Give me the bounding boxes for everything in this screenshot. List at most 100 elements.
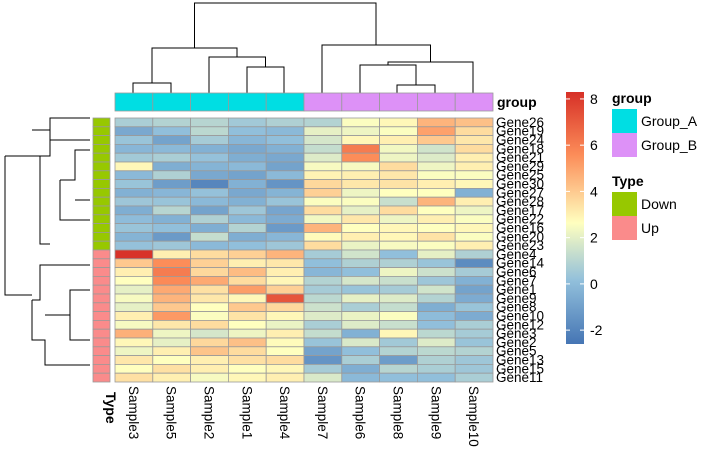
column-dendrogram — [132, 2, 474, 93]
heatmap-cell-Gene14-Sample3 — [114, 258, 154, 268]
row-annotation-cell-Gene25 — [92, 170, 111, 181]
heatmap-cell-Gene21-Sample4 — [265, 152, 305, 163]
row-label: Gene20 — [496, 229, 544, 244]
heatmap-cell-Gene5-Sample1 — [227, 346, 267, 356]
heatmap-cell-Gene8-Sample6 — [341, 302, 380, 312]
column-label: Sample1 — [239, 386, 254, 439]
heatmap-cell-Gene9-Sample7 — [303, 293, 343, 304]
heatmap-cell-Gene16-Sample6 — [341, 223, 380, 233]
heatmap-cell-Gene13-Sample2 — [190, 355, 229, 365]
heatmap-cell-Gene17-Sample3 — [114, 205, 154, 216]
heatmap-cell-Gene6-Sample8 — [379, 267, 418, 277]
heatmap-cell-Gene10-Sample9 — [416, 311, 456, 321]
heatmap-cell-Gene4-Sample4 — [265, 249, 305, 260]
heatmap-cell-Gene8-Sample10 — [454, 302, 494, 312]
heatmap-cell-Gene11-Sample8 — [379, 372, 418, 383]
heatmap-cell-Gene23-Sample10 — [454, 240, 494, 251]
heatmap-cell-Gene24-Sample9 — [416, 135, 456, 145]
row-label: Gene3 — [496, 326, 537, 341]
row-labels: Gene26Gene19Gene24Gene18Gene21Gene29Gene… — [496, 115, 545, 385]
heatmap-cell-Gene19-Sample4 — [265, 126, 305, 137]
row-label: Gene17 — [496, 203, 544, 218]
heatmap-cell-Gene26-Sample4 — [265, 117, 305, 128]
heatmap-cell-Gene25-Sample5 — [152, 170, 192, 181]
column-label: Sample9 — [428, 386, 443, 439]
heatmap-cell-Gene21-Sample9 — [416, 152, 456, 163]
row-annotation-cell-Gene10 — [92, 311, 111, 321]
heatmap-cell-Gene10-Sample8 — [379, 311, 418, 321]
row-annotation-cell-Gene18 — [92, 143, 111, 154]
row-label: Gene18 — [496, 141, 544, 156]
heatmap-cell-Gene18-Sample3 — [114, 143, 154, 154]
color-scale-tick-label: 4 — [590, 183, 598, 199]
row-annotation-cell-Gene14 — [92, 258, 111, 268]
heatmap-cell-Gene2-Sample5 — [152, 337, 192, 348]
heatmap-cell-Gene23-Sample1 — [227, 240, 267, 251]
heatmap-cell-Gene22-Sample1 — [227, 214, 267, 225]
row-label: Gene30 — [496, 177, 544, 192]
heatmap-cell-Gene28-Sample5 — [152, 196, 192, 207]
heatmap-cell-Gene15-Sample5 — [152, 363, 192, 374]
heatmap-cell-Gene18-Sample10 — [454, 143, 494, 154]
heatmap-cell-Gene22-Sample10 — [454, 214, 494, 225]
heatmap-cell-Gene3-Sample10 — [454, 328, 494, 339]
heatmap-cell-Gene29-Sample5 — [152, 161, 192, 172]
column-annotation-cell-Sample9 — [416, 92, 456, 112]
column-label: Sample3 — [126, 386, 141, 439]
heatmap-cell-Gene25-Sample8 — [379, 170, 418, 181]
row-annotation-cell-Gene22 — [92, 214, 111, 225]
heatmap-cell-Gene26-Sample6 — [341, 117, 380, 128]
heatmap-cell-Gene13-Sample10 — [454, 355, 494, 365]
heatmap-cell-Gene9-Sample6 — [341, 293, 380, 304]
color-scale-legend: 8 6 4 2 0 -2 — [566, 91, 603, 344]
row-annotation-cell-Gene30 — [92, 179, 111, 189]
heatmap-cell-Gene12-Sample6 — [341, 319, 380, 330]
heatmap-cell-Gene24-Sample10 — [454, 135, 494, 145]
row-annotation-cell-Gene12 — [92, 319, 111, 330]
heatmap-cell-Gene28-Sample2 — [190, 196, 229, 207]
heatmap-cell-Gene22-Sample6 — [341, 214, 380, 225]
heatmap-cell-Gene21-Sample5 — [152, 152, 192, 163]
row-annotation-bar — [92, 117, 111, 383]
heatmap-cell-Gene1-Sample2 — [190, 284, 229, 295]
row-label: Gene21 — [496, 150, 544, 165]
heatmap-cell-Gene15-Sample1 — [227, 363, 267, 374]
row-label: Gene12 — [496, 317, 544, 332]
heatmap-cell-Gene5-Sample5 — [152, 346, 192, 356]
heatmap-cell-Gene25-Sample1 — [227, 170, 267, 181]
heatmap-cell-Gene3-Sample4 — [265, 328, 305, 339]
heatmap-cell-Gene3-Sample5 — [152, 328, 192, 339]
heatmap-cell-Gene20-Sample5 — [152, 231, 192, 242]
heatmap-cell-Gene8-Sample8 — [379, 302, 418, 312]
heatmap-cell-Gene27-Sample4 — [265, 187, 305, 198]
row-label: Gene9 — [496, 291, 537, 306]
heatmap-cell-Gene18-Sample4 — [265, 143, 305, 154]
row-annotation-cell-Gene7 — [92, 275, 111, 286]
heatmap-cell-Gene22-Sample8 — [379, 214, 418, 225]
heatmap-cell-Gene18-Sample7 — [303, 143, 343, 154]
column-annotation-cell-Sample3 — [114, 92, 154, 112]
color-scale-ticks: 8 6 4 2 0 -2 — [566, 91, 603, 338]
heatmap-cell-Gene24-Sample4 — [265, 135, 305, 145]
heatmap-cell-Gene15-Sample7 — [303, 363, 343, 374]
heatmap-cell-Gene15-Sample6 — [341, 363, 380, 374]
heatmap-cell-Gene16-Sample8 — [379, 223, 418, 233]
heatmap-cell-Gene6-Sample3 — [114, 267, 154, 277]
heatmap-cell-Gene5-Sample6 — [341, 346, 380, 356]
heatmap-cell-Gene16-Sample5 — [152, 223, 192, 233]
heatmap-cell-Gene5-Sample8 — [379, 346, 418, 356]
heatmap-cell-Gene2-Sample6 — [341, 337, 380, 348]
heatmap-cell-Gene27-Sample3 — [114, 187, 154, 198]
heatmap-cell-Gene5-Sample4 — [265, 346, 305, 356]
heatmap-cell-Gene27-Sample1 — [227, 187, 267, 198]
heatmap-cell-Gene18-Sample9 — [416, 143, 456, 154]
row-annotation-cell-Gene24 — [92, 135, 111, 145]
column-labels: Sample3 Sample5 Sample2 Sample1 Sample4 Sampl… — [126, 386, 481, 447]
heatmap-cell-Gene12-Sample10 — [454, 319, 494, 330]
row-annotation-cell-Gene15 — [92, 363, 111, 374]
heatmap-cell-Gene1-Sample10 — [454, 284, 494, 295]
row-label: Gene14 — [496, 256, 545, 271]
heatmap-cell-Gene2-Sample7 — [303, 337, 343, 348]
column-annotation-name: group — [497, 94, 537, 110]
